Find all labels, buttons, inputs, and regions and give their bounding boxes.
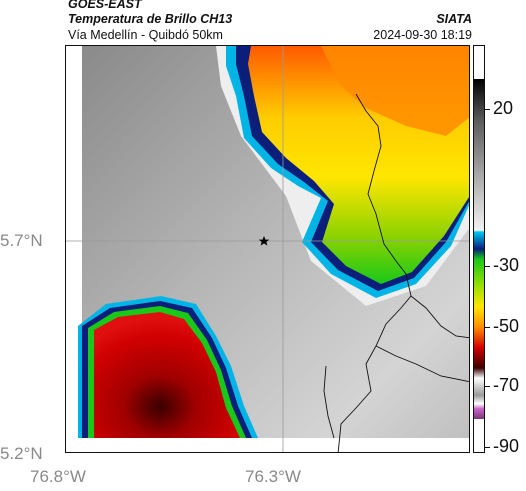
colorbar-label-m70: -70 — [493, 375, 520, 395]
colorbar-label-m30: -30 — [493, 255, 520, 275]
colorbar-label-m50: -50 — [493, 316, 520, 336]
longitude-label-76-3: 76.3°W — [245, 467, 301, 486]
satellite-map[interactable] — [65, 45, 470, 453]
star-icon — [258, 236, 270, 246]
no-data-strip-bottom — [66, 438, 469, 452]
colorbar-label-20: 20 — [493, 98, 514, 118]
colorbar — [473, 45, 485, 453]
cloud-system-northeast-hot — [321, 46, 469, 136]
colorbar-tick — [485, 447, 490, 448]
longitude-label-76-8: 76.8°W — [30, 467, 86, 486]
colorbar-tick — [485, 266, 490, 267]
organization-label: SIATA — [436, 12, 472, 26]
product-title: Temperatura de Brillo CH13 — [68, 12, 233, 26]
boundary-line-east — [410, 295, 469, 339]
satellite-title: GOES-EAST — [68, 0, 142, 11]
region-label: Vía Medellín - Quibdó 50km — [68, 28, 223, 42]
convective-cell-southwest-core — [94, 312, 240, 438]
colorbar-tick — [485, 109, 490, 110]
boundary-line-lower — [375, 345, 469, 383]
boundary-line — [337, 93, 412, 452]
colorbar-tick — [485, 386, 490, 387]
latitude-label-5-2: 5.2°N — [0, 444, 43, 463]
boundary-line-south — [323, 365, 335, 439]
map-canvas — [66, 46, 469, 452]
colorbar-tick — [485, 327, 490, 328]
latitude-label-5-7: 5.7°N — [0, 231, 43, 250]
timestamp-label: 2024-09-30 18:19 — [373, 28, 472, 42]
colorbar-label-m90: -90 — [493, 436, 520, 456]
